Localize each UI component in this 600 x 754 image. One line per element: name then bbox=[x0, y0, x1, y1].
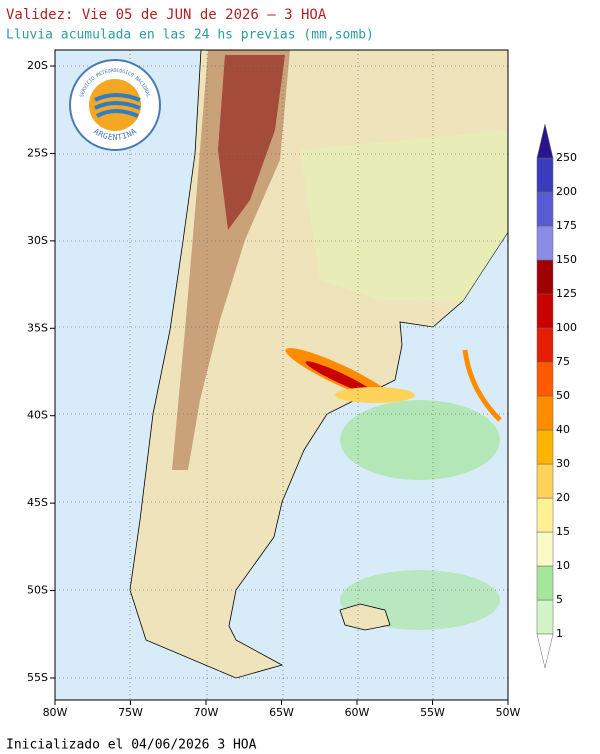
colorbar-bottom bbox=[536, 633, 554, 669]
colorbar-label: 250 bbox=[556, 151, 577, 164]
lat-label: 30S bbox=[27, 234, 48, 247]
colorbar-label: 5 bbox=[556, 593, 563, 606]
colorbar-band bbox=[536, 327, 554, 363]
colorbar-band bbox=[536, 429, 554, 465]
colorbar-band bbox=[536, 497, 554, 533]
colorbar-band bbox=[536, 463, 554, 499]
colorbar-band bbox=[536, 395, 554, 431]
colorbar-label: 100 bbox=[556, 321, 577, 334]
map bbox=[55, 50, 508, 700]
lat-label: 40S bbox=[27, 409, 48, 422]
colorbar-label: 40 bbox=[556, 423, 570, 436]
colorbar-band bbox=[536, 225, 554, 261]
lat-label: 45S bbox=[27, 496, 48, 509]
colorbar-band bbox=[536, 361, 554, 397]
colorbar-label: 200 bbox=[556, 185, 577, 198]
colorbar-label: 150 bbox=[556, 253, 577, 266]
lat-label: 20S bbox=[27, 59, 48, 72]
lat-label: 55S bbox=[27, 671, 48, 684]
colorbar-label: 50 bbox=[556, 389, 570, 402]
colorbar-band bbox=[536, 599, 554, 635]
lat-label: 35S bbox=[27, 321, 48, 334]
colorbar-label: 20 bbox=[556, 491, 570, 504]
colorbar-band bbox=[536, 293, 554, 329]
footer: Inicializado el 04/06/2026 3 HOA bbox=[6, 738, 257, 751]
colorbar-label: 175 bbox=[556, 219, 577, 232]
logo: SERVICIO METEOROLÓGICO NACIONAL ARGENTIN… bbox=[69, 59, 161, 151]
lon-label: 75W bbox=[118, 706, 143, 719]
colorbar-band bbox=[536, 191, 554, 227]
lon-label: 60W bbox=[345, 706, 370, 719]
colorbar-band bbox=[536, 565, 554, 601]
lon-label: 80W bbox=[43, 706, 68, 719]
lon-label: 65W bbox=[269, 706, 294, 719]
colorbar-top bbox=[536, 123, 554, 159]
colorbar-label: 125 bbox=[556, 287, 577, 300]
lon-label: 55W bbox=[420, 706, 445, 719]
colorbar-band bbox=[536, 157, 554, 193]
colorbar-label: 10 bbox=[556, 559, 570, 572]
lat-label: 25S bbox=[27, 146, 48, 159]
lon-label: 70W bbox=[194, 706, 219, 719]
colorbar-label: 30 bbox=[556, 457, 570, 470]
colorbar-label: 75 bbox=[556, 355, 570, 368]
colorbar-band bbox=[536, 259, 554, 295]
title: Validez: Vie 05 de JUN de 2026 – 3 HOA bbox=[6, 7, 327, 23]
lon-label: 50W bbox=[496, 706, 521, 719]
colorbar-label: 1 bbox=[556, 627, 563, 640]
colorbar-label: 15 bbox=[556, 525, 570, 538]
subtitle: Lluvia acumulada en las 24 hs previas (m… bbox=[6, 28, 374, 43]
lat-label: 50S bbox=[27, 584, 48, 597]
colorbar-band bbox=[536, 531, 554, 567]
